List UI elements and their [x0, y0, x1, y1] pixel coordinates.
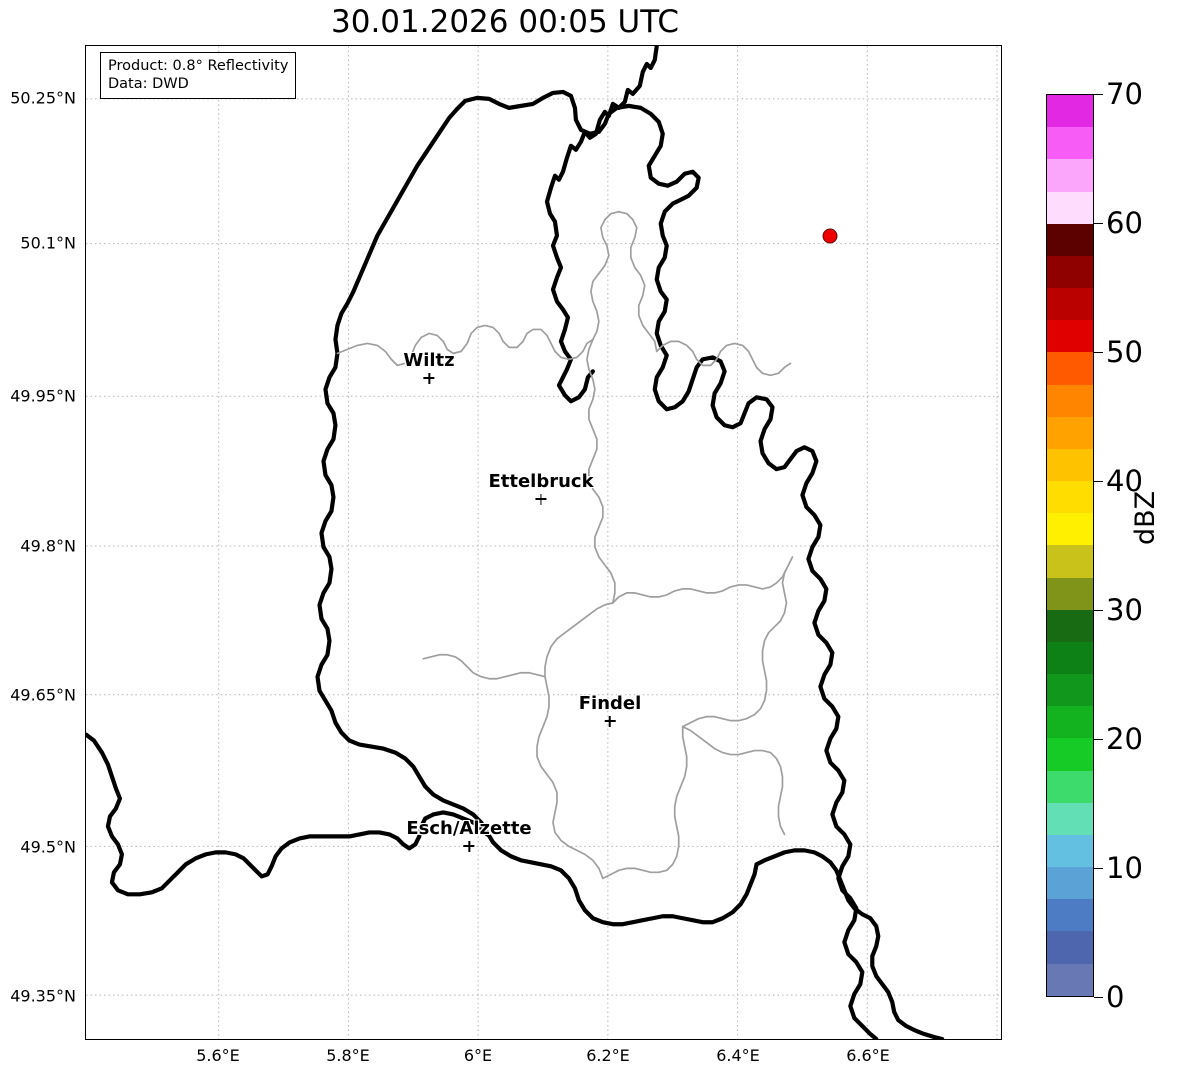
colorbar-gradient — [1046, 94, 1094, 997]
colorbar-band — [1047, 384, 1093, 417]
colorbar-tick-label: 10 — [1106, 851, 1143, 885]
colorbar-tick-mark — [1094, 223, 1103, 224]
colorbar-band — [1047, 288, 1093, 321]
colorbar-tick-mark — [1094, 352, 1103, 353]
info-product-line: Product: 0.8° Reflectivity — [108, 58, 289, 74]
colorbar-tick-mark — [1094, 610, 1103, 611]
colorbar-band — [1047, 513, 1093, 546]
longitude-tick-label: 6.6°E — [846, 1046, 890, 1065]
colorbar-axis-label: dBZ — [1130, 490, 1161, 545]
gridlines-vertical — [218, 46, 998, 1039]
colorbar-band — [1047, 834, 1093, 868]
colorbar-band — [1047, 448, 1093, 482]
belgium-france-border — [86, 732, 490, 897]
colorbar-tick-label: 20 — [1106, 722, 1143, 756]
colorbar-tick-mark — [1094, 94, 1103, 95]
cantonal-borders — [336, 210, 794, 880]
radar-station-marker[interactable] — [822, 228, 838, 244]
longitude-tick-label: 5.8°E — [326, 1046, 370, 1065]
gridlines-horizontal — [86, 98, 1001, 996]
info-data-line: Data: DWD — [108, 76, 189, 93]
colorbar-tick-label: 50 — [1106, 335, 1143, 369]
colorbar-band — [1047, 577, 1093, 610]
colorbar[interactable]: 70 60 50 40 30 20 10 0 — [1046, 77, 1143, 1014]
colorbar-tick-label: 0 — [1106, 980, 1125, 1014]
latitude-tick-label: 49.65°N — [10, 685, 76, 705]
colorbar-band — [1047, 223, 1093, 256]
info-box: Product: 0.8° Reflectivity Data: DWD — [100, 52, 297, 100]
colorbar-band — [1047, 95, 1093, 128]
longitude-tick-label: 5.6°E — [196, 1046, 240, 1065]
latitude-tick-label: 49.35°N — [10, 986, 76, 1006]
colorbar-band — [1047, 738, 1093, 771]
latitude-tick-label: 50.1°N — [20, 233, 76, 253]
map-plot-area[interactable]: .grid { stroke:#b4b4b4; stroke-width:1; … — [85, 45, 1002, 1040]
colorbar-band — [1047, 867, 1093, 900]
colorbar-band — [1047, 191, 1093, 224]
longitude-tick-label: 6.4°E — [716, 1046, 760, 1065]
colorbar-band — [1047, 481, 1093, 514]
page-title: 30.01.2026 00:05 UTC — [331, 4, 679, 40]
colorbar-band — [1047, 159, 1093, 192]
latitude-tick-label: 50.25°N — [10, 88, 76, 108]
southeast-border — [754, 848, 945, 1039]
colorbar-tick-mark — [1094, 481, 1103, 482]
colorbar-band — [1047, 641, 1093, 675]
colorbar-tick-label: 30 — [1106, 593, 1143, 627]
colorbar-band — [1047, 963, 1093, 996]
luxembourg-national-border — [455, 89, 879, 1039]
colorbar-band — [1047, 802, 1093, 835]
longitude-tick-label: 6°E — [463, 1046, 493, 1065]
colorbar-tick-mark — [1094, 868, 1103, 869]
colorbar-band — [1047, 899, 1093, 932]
colorbar-tick-mark — [1094, 997, 1103, 998]
colorbar-band — [1047, 352, 1093, 385]
colorbar-band — [1047, 931, 1093, 964]
colorbar-band — [1047, 770, 1093, 803]
colorbar-band — [1047, 674, 1093, 707]
colorbar-tick-mark — [1094, 739, 1103, 740]
colorbar-band — [1047, 255, 1093, 289]
colorbar-band — [1047, 127, 1093, 160]
colorbar-tick-label: 40 — [1106, 464, 1143, 498]
luxembourg-western-border — [315, 106, 759, 927]
colorbar-band — [1047, 706, 1093, 739]
colorbar-band — [1047, 320, 1093, 353]
latitude-tick-label: 49.5°N — [20, 837, 76, 857]
latitude-tick-label: 49.95°N — [10, 386, 76, 406]
longitude-tick-label: 6.2°E — [586, 1046, 630, 1065]
colorbar-band — [1047, 416, 1093, 449]
colorbar-band — [1047, 545, 1093, 578]
map-graphic: .grid { stroke:#b4b4b4; stroke-width:1; … — [86, 46, 1001, 1039]
colorbar-band — [1047, 609, 1093, 642]
colorbar-tick-label: 60 — [1106, 206, 1143, 240]
colorbar-tick-label: 70 — [1106, 77, 1143, 111]
national-borders-neighbouring — [544, 46, 659, 404]
latitude-tick-label: 49.8°N — [20, 536, 76, 556]
